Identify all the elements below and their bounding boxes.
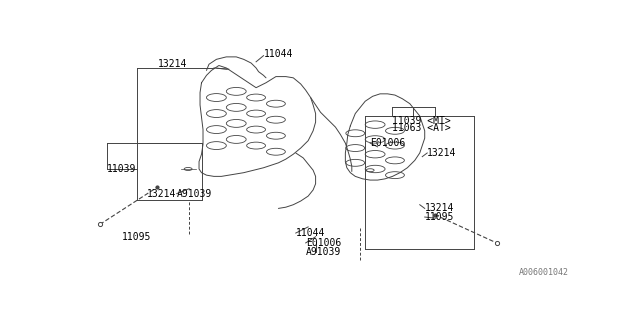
Text: 11039 <MT>: 11039 <MT>: [392, 116, 451, 126]
Text: E01006: E01006: [306, 238, 341, 248]
Text: 11095: 11095: [122, 232, 152, 242]
Text: 11044: 11044: [296, 228, 325, 238]
Text: E01006: E01006: [370, 138, 405, 148]
Text: A91039: A91039: [177, 188, 212, 199]
Text: 13214: 13214: [428, 148, 456, 158]
Text: A006001042: A006001042: [518, 268, 568, 277]
Text: 11063 <AT>: 11063 <AT>: [392, 123, 451, 133]
Text: 13214: 13214: [158, 59, 188, 68]
Text: 11095: 11095: [425, 212, 454, 222]
Text: 13214: 13214: [147, 188, 177, 199]
Text: A91039: A91039: [306, 246, 341, 257]
Text: 13214: 13214: [425, 204, 454, 213]
Text: 11039: 11039: [108, 164, 137, 174]
Text: 11044: 11044: [264, 49, 293, 60]
